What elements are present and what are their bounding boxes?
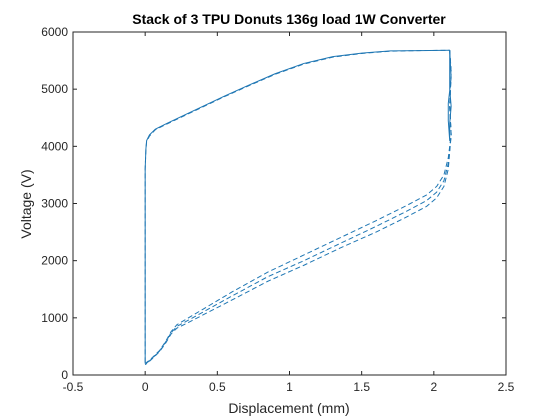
chart-title: Stack of 3 TPU Donuts 136g load 1W Conve… <box>132 11 446 27</box>
y-tick-label: 3000 <box>41 197 68 211</box>
y-axis: 0 1000 2000 3000 4000 5000 6000 <box>41 25 506 382</box>
x-tick-label: -0.5 <box>63 380 84 394</box>
x-axis-label: Displacement (mm) <box>228 400 349 416</box>
x-tick-label: 2 <box>430 380 437 394</box>
x-axis: -0.5 0 0.5 1 1.5 2 2.5 <box>63 32 515 394</box>
x-tick-label: 1.5 <box>353 380 370 394</box>
y-tick-label: 0 <box>61 368 68 382</box>
x-tick-label: 0.5 <box>209 380 226 394</box>
y-tick-label: 5000 <box>41 82 68 96</box>
y-tick-label: 2000 <box>41 254 68 268</box>
y-tick-label: 6000 <box>41 25 68 39</box>
x-tick-label: 2.5 <box>498 380 515 394</box>
x-tick-label: 0 <box>142 380 149 394</box>
y-axis-label: Voltage (V) <box>18 169 34 238</box>
x-tick-label: 1 <box>286 380 293 394</box>
series-line-1 <box>447 50 452 142</box>
series-line-6 <box>144 49 450 363</box>
y-tick-label: 4000 <box>41 139 68 153</box>
y-tick-label: 1000 <box>41 311 68 325</box>
series-line-4 <box>144 50 452 366</box>
